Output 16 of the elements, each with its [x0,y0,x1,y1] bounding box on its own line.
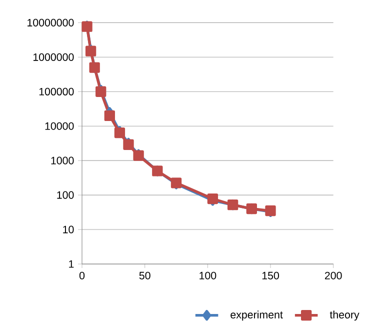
legend-label: theory [330,310,360,321]
y-tick-label: 10000000 [28,18,74,26]
x-tick-label: 100 [200,272,216,280]
y-tick-label: 100 [57,191,74,199]
x-tick-label: 200 [324,272,342,280]
x-tick-label: 0 [79,272,85,280]
legend-label: experiment [230,310,283,321]
y-tick-label: 10 [63,226,74,234]
y-tick-label: 100000 [39,88,74,96]
y-tick-label: 1000000 [33,53,74,61]
y-tick-label: 1 [69,260,74,268]
y-tick-label: 10000 [45,122,74,130]
y-tick-label: 1000 [51,156,74,164]
x-tick-label: 50 [139,272,150,280]
x-tick-label: 150 [262,272,279,280]
point [104,110,115,122]
